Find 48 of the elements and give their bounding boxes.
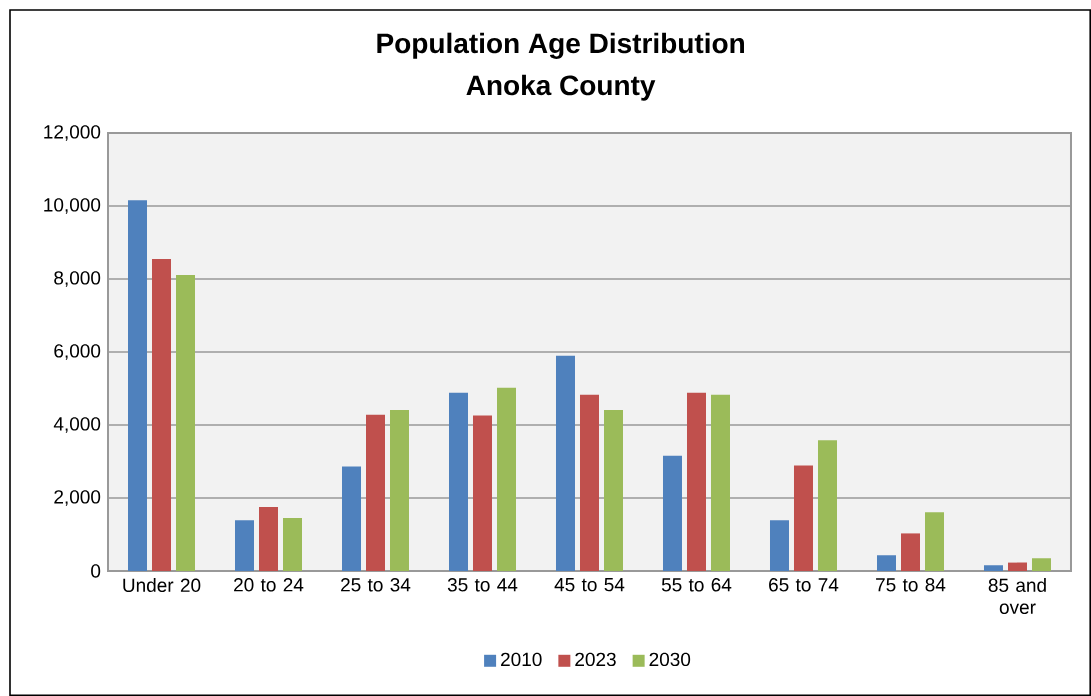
y-tick-label: 6,000 <box>54 344 101 360</box>
chart-title: Population Age Distribution <box>377 32 744 59</box>
x-tick-label: 20 to 24 <box>234 578 304 592</box>
y-tick-label: 0 <box>91 564 101 578</box>
bar <box>687 392 706 571</box>
legend-label: 2030 <box>649 652 691 667</box>
x-tick-label: 35 to 44 <box>447 578 518 592</box>
bar <box>900 533 920 571</box>
x-tick-label: Under 20 <box>123 578 201 593</box>
legend-label: 2023 <box>575 652 616 667</box>
x-tick-label: 55 to 64 <box>661 578 732 592</box>
bar <box>818 440 837 571</box>
x-tick-label: 45 to 54 <box>554 578 625 592</box>
bar <box>604 410 623 571</box>
y-tick-label: 12,000 <box>44 125 101 141</box>
bar <box>390 410 409 571</box>
y-tick-label: 4,000 <box>53 417 101 433</box>
legend-label: 2010 <box>501 652 542 667</box>
bar <box>235 520 254 571</box>
bar <box>662 455 682 571</box>
x-tick-label: 75 to 84 <box>876 578 946 592</box>
bar <box>793 465 813 571</box>
bar <box>473 415 492 571</box>
bar <box>555 355 575 571</box>
y-tick-label: 10,000 <box>44 198 101 214</box>
bar <box>366 414 385 571</box>
bar <box>580 394 599 571</box>
bar <box>1031 558 1051 571</box>
bar <box>497 387 516 571</box>
bar <box>710 394 730 571</box>
bar <box>176 274 195 571</box>
bar <box>449 392 468 571</box>
bar <box>128 200 147 571</box>
bar <box>259 507 278 571</box>
chart-subtitle: Anoka County <box>466 74 656 101</box>
bar <box>342 466 361 571</box>
bar <box>925 512 944 571</box>
x-tick-label: 25 to 34 <box>341 578 411 592</box>
y-tick-label: 8,000 <box>54 271 101 287</box>
bar <box>770 520 789 571</box>
bar <box>983 565 1003 571</box>
x-tick-label: 85 and over <box>988 578 1046 615</box>
x-tick-label: 65 to 74 <box>769 578 839 592</box>
bar <box>877 555 896 571</box>
bar <box>283 518 302 571</box>
y-tick-label: 2,000 <box>54 490 101 506</box>
bar <box>1007 562 1027 571</box>
bar <box>152 258 171 571</box>
